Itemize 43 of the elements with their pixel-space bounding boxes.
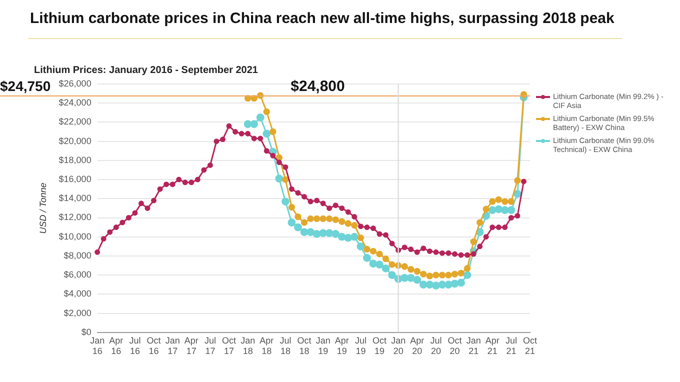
x-tick-label: Jul 21 xyxy=(505,335,517,356)
y-tick-label: $8,000 xyxy=(64,250,92,260)
x-tick-label: Jul 20 xyxy=(430,335,442,356)
x-tick-label: Apr 18 xyxy=(260,335,274,356)
x-tick-label: Jul 18 xyxy=(280,335,292,356)
y-tick-label: $0 xyxy=(81,326,92,337)
x-tick-label: Jan 20 xyxy=(391,335,406,356)
y-tick-label: $16,000 xyxy=(58,174,92,184)
y-tick-label: $22,000 xyxy=(58,116,92,127)
x-tick-label: Oct 17 xyxy=(222,335,237,356)
chart-title: Lithium carbonate prices in China reach new all-time highs, surpassing 2018 peak xyxy=(30,10,614,27)
x-tick-label: Jan 17 xyxy=(165,335,180,356)
y-tick-label: $10,000 xyxy=(58,231,92,242)
y-tick-label: $12,000 xyxy=(58,212,92,222)
x-tick-label: Jan 19 xyxy=(316,335,330,356)
x-tick-label: Apr 21 xyxy=(485,335,500,356)
x-tick-label: Jul 17 xyxy=(204,335,216,356)
y-tick-label: $26,000 xyxy=(58,78,92,88)
x-tick-label: Jan 16 xyxy=(90,335,105,356)
x-tick-label: Jan 21 xyxy=(466,335,481,356)
chart-subtitle: Lithium Prices: January 2016 - September 2021 xyxy=(34,64,258,76)
x-tick-label: Jul 16 xyxy=(129,335,141,356)
x-tick-label: Apr 17 xyxy=(184,335,198,356)
y-tick-label: $4,000 xyxy=(64,288,92,299)
y-tick-label: $6,000 xyxy=(64,270,92,280)
y-tick-label: $20,000 xyxy=(58,136,92,146)
ref-line-label: $24,750 xyxy=(0,78,51,94)
y-tick-label: $24,000 xyxy=(58,98,92,108)
x-tick-label: Jul 19 xyxy=(354,335,366,356)
x-tick-label: Oct 16 xyxy=(146,335,162,356)
x-tick-label: Oct 21 xyxy=(522,335,538,356)
x-tick-label: Apr 20 xyxy=(410,335,424,356)
y-tick-label: $14,000 xyxy=(58,193,92,204)
y-axis-title: USD / Tonne xyxy=(38,182,48,234)
x-tick-label: Apr 16 xyxy=(109,335,124,356)
annotation: $24,800 xyxy=(290,78,345,96)
y-tick-label: $18,000 xyxy=(58,154,92,165)
x-tick-label: Oct 19 xyxy=(372,335,387,356)
x-tick-label: Oct 20 xyxy=(448,335,462,356)
x-tick-label: Oct 18 xyxy=(297,335,312,356)
x-tick-label: Jan 18 xyxy=(240,335,256,356)
x-tick-label: Apr 19 xyxy=(334,335,349,356)
y-tick-label: $2,000 xyxy=(64,308,92,318)
